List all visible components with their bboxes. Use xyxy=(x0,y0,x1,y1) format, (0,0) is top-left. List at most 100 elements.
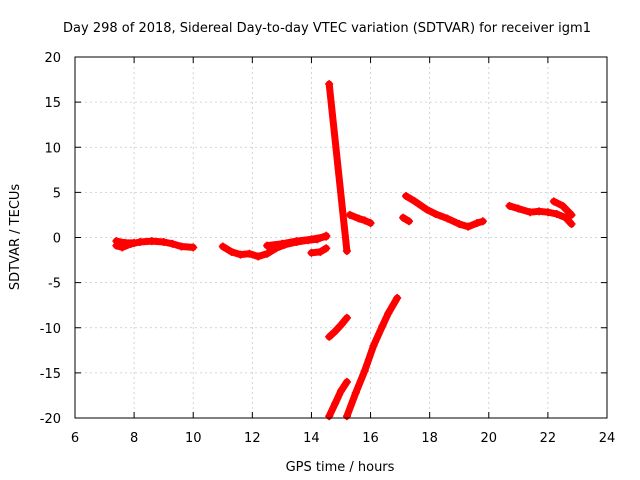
data-point xyxy=(263,249,272,258)
data-point xyxy=(254,252,263,261)
y-tick-label: -15 xyxy=(40,367,61,382)
data-point xyxy=(307,248,316,257)
x-axis-label: GPS time / hours xyxy=(286,460,395,475)
y-tick-label: 0 xyxy=(53,232,61,247)
data-point xyxy=(535,207,544,216)
data-point xyxy=(325,332,334,341)
series-arc-i xyxy=(345,210,375,228)
data-point xyxy=(147,237,156,246)
data-point xyxy=(369,341,378,350)
data-point xyxy=(236,250,245,259)
y-tick-label: -5 xyxy=(48,277,61,292)
data-point xyxy=(360,367,369,376)
x-tick-label: 20 xyxy=(481,431,498,446)
data-point xyxy=(561,213,570,222)
x-tick-label: 6 xyxy=(71,431,79,446)
data-point xyxy=(227,247,236,256)
data-point xyxy=(177,242,186,251)
data-point xyxy=(360,216,369,225)
data-point xyxy=(345,210,354,219)
y-tick-labels: -20 -15 -10 -5 0 5 10 15 20 xyxy=(40,51,61,427)
data-point xyxy=(342,313,351,322)
data-point xyxy=(307,235,316,244)
x-tick-label: 14 xyxy=(303,431,320,446)
data-point xyxy=(543,208,552,217)
series-arc-j xyxy=(399,213,413,226)
data-point xyxy=(505,201,514,210)
series-line xyxy=(346,211,375,227)
x-tick-labels: 6 8 10 12 14 16 18 20 22 24 xyxy=(71,431,615,446)
y-tick-label: 15 xyxy=(44,96,61,111)
data-point xyxy=(112,237,121,246)
data-point xyxy=(342,247,351,256)
series-isolated xyxy=(325,80,351,256)
x-tick-label: 10 xyxy=(185,431,202,446)
data-series xyxy=(112,80,576,421)
data-point xyxy=(549,197,558,206)
data-point xyxy=(431,210,440,219)
data-point xyxy=(277,239,286,248)
series-line xyxy=(325,80,351,255)
data-point xyxy=(399,213,408,222)
series-arc-d xyxy=(263,232,331,250)
data-point xyxy=(322,232,331,241)
data-point xyxy=(159,238,168,247)
series-arc-k xyxy=(402,191,487,231)
x-tick-label: 16 xyxy=(362,431,379,446)
data-point xyxy=(121,238,130,247)
data-point xyxy=(130,238,139,247)
data-point xyxy=(464,222,473,231)
data-point xyxy=(354,214,363,223)
data-point xyxy=(342,412,351,421)
series-arc-h xyxy=(342,293,402,421)
data-point xyxy=(331,399,340,408)
y-axis-label: SDTVAR / TECUs xyxy=(8,184,23,291)
data-point xyxy=(325,412,334,421)
data-point xyxy=(263,241,272,250)
x-tick-label: 18 xyxy=(421,431,438,446)
y-tick-label: -20 xyxy=(40,412,61,427)
series-line xyxy=(325,378,351,420)
data-point xyxy=(168,239,177,248)
x-tick-label: 24 xyxy=(599,431,616,446)
series-arc-m xyxy=(549,197,576,219)
data-point xyxy=(337,386,345,395)
y-tick-label: 10 xyxy=(44,141,61,156)
data-point xyxy=(378,321,387,330)
data-point xyxy=(402,191,411,200)
data-point xyxy=(322,244,331,253)
series-arc-l xyxy=(505,201,576,228)
x-tick-label: 8 xyxy=(130,431,138,446)
data-point xyxy=(342,377,351,386)
y-tick-label: 20 xyxy=(44,51,61,66)
series-arc-g xyxy=(325,377,351,421)
data-point xyxy=(351,388,360,397)
series-line xyxy=(325,314,351,341)
data-point xyxy=(422,205,431,214)
data-point xyxy=(292,237,301,246)
data-point xyxy=(455,219,464,228)
data-point xyxy=(526,208,535,217)
data-point xyxy=(410,197,419,206)
y-tick-label: 5 xyxy=(53,186,61,201)
x-tick-label: 22 xyxy=(540,431,557,446)
data-point xyxy=(384,309,393,318)
data-point xyxy=(443,214,452,223)
data-point xyxy=(331,327,340,336)
series-arc-f xyxy=(325,313,351,341)
data-point xyxy=(337,321,345,330)
data-point xyxy=(567,219,576,228)
data-point xyxy=(514,204,523,213)
data-point xyxy=(325,80,334,89)
data-point xyxy=(404,217,413,226)
data-point xyxy=(552,210,561,219)
series-arc-b xyxy=(112,237,139,247)
data-point xyxy=(218,242,227,251)
chart-title: Day 298 of 2018, Sidereal Day-to-day VTE… xyxy=(63,21,591,36)
data-point xyxy=(478,217,487,226)
x-tick-label: 12 xyxy=(244,431,261,446)
y-tick-label: -10 xyxy=(40,322,61,337)
data-point xyxy=(189,243,198,252)
data-point xyxy=(558,201,567,210)
